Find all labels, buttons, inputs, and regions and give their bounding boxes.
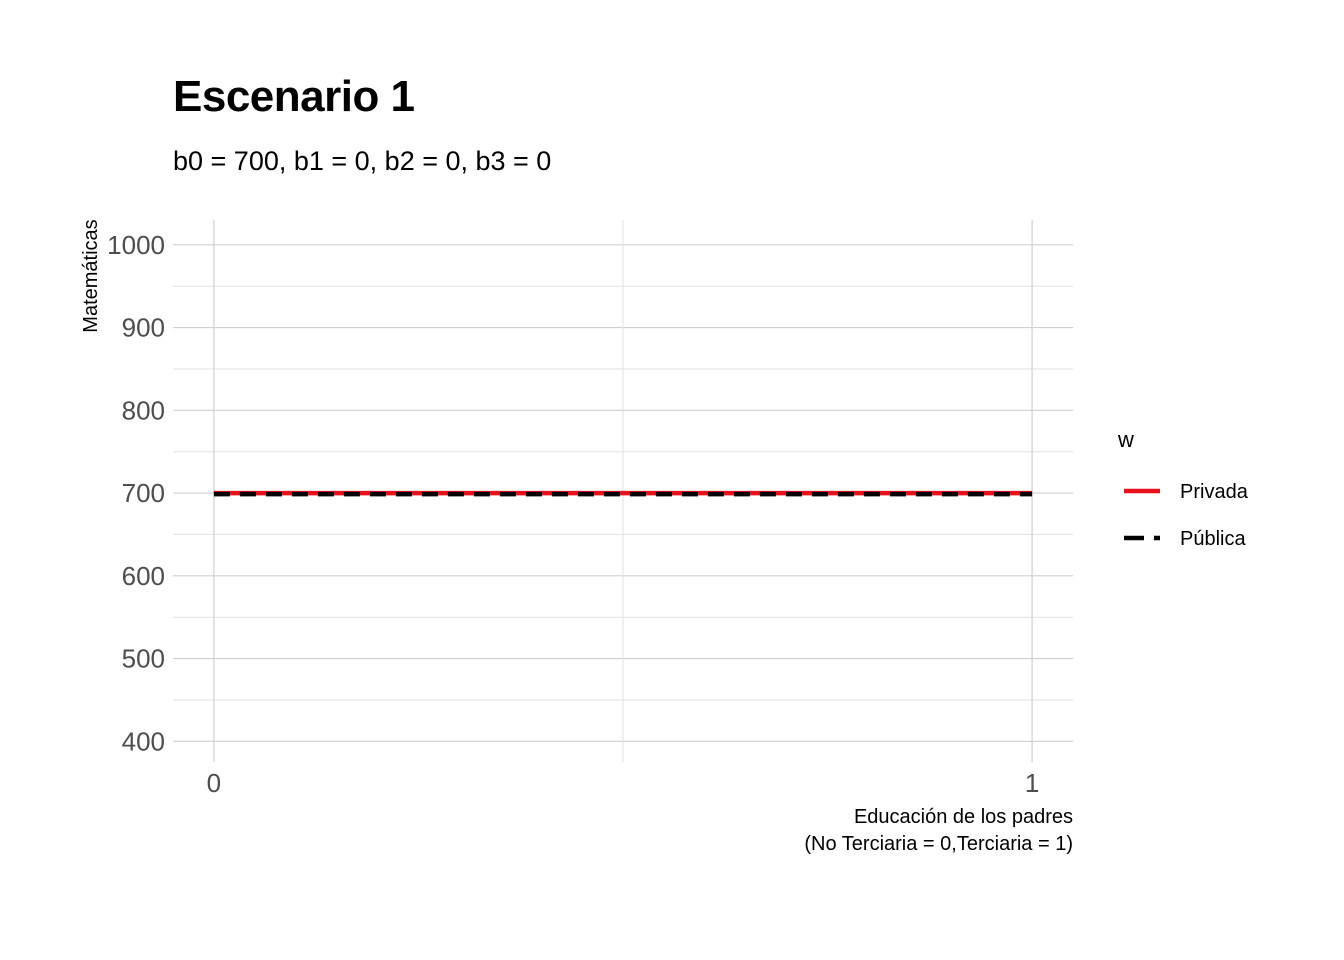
y-axis-title: Matemáticas: [80, 219, 102, 332]
y-axis-ticks: 400 500 600 700 800 900 1000: [107, 230, 165, 756]
y-tick-label: 400: [122, 726, 165, 756]
legend: w Privada Pública: [1117, 427, 1249, 550]
legend-title: w: [1117, 427, 1134, 452]
legend-label-publica: Pública: [1180, 528, 1246, 550]
x-tick-label: 1: [1025, 768, 1039, 798]
x-axis-title-line2: (No Terciaria = 0,Terciaria = 1): [804, 833, 1073, 855]
x-tick-label: 0: [207, 768, 221, 798]
y-tick-label: 600: [122, 561, 165, 591]
y-tick-label: 500: [122, 644, 165, 674]
y-tick-label: 900: [122, 313, 165, 343]
y-tick-label: 700: [122, 478, 165, 508]
series-layer: [213, 490, 1033, 497]
chart-subtitle: b0 = 700, b1 = 0, b2 = 0, b3 = 0: [173, 146, 552, 176]
legend-label-privada: Privada: [1180, 481, 1249, 503]
y-tick-label: 1000: [107, 230, 165, 260]
y-tick-label: 800: [122, 395, 165, 425]
chart-title: Escenario 1: [173, 72, 415, 121]
x-axis-title-line1: Educación de los padres: [854, 806, 1073, 828]
